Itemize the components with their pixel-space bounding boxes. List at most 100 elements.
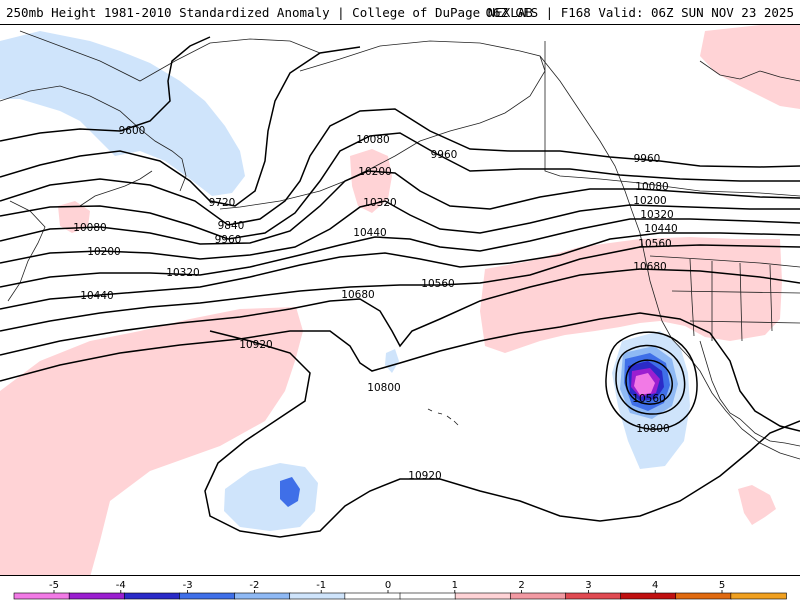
contour-label-10200-e: 10200 [633,195,666,207]
contour-label-9960-e: 9960 [634,153,661,165]
colorbar-bin [565,592,622,600]
border-us-states-1 [689,258,773,342]
colorbar-bin [179,592,236,600]
anomaly-neg-dateline-tip [385,349,399,373]
contour-label-9720: 9720 [209,197,236,209]
contour-label-10680-c: 10680 [341,289,374,301]
anomaly-pos-west-coast [480,237,782,353]
contour-10080 [0,170,800,245]
colorbar-tick-label: -3 [183,580,193,591]
contour-9600 [0,36,211,142]
colorbar-tick-label: -1 [316,580,326,591]
colorbar-tick-label: 3 [585,580,591,591]
colorbar-bin [123,592,181,600]
map-panel: 9600 9720 9840 9960 10080 10200 10320 10440 1008… [0,24,800,576]
contour-label-10680-e: 10680 [633,261,666,273]
border-us-states-2 [671,290,800,324]
contour-label-10440-c: 10440 [353,227,386,239]
colorbar-ticks: -5 -4 -3 -2 -1 0 1 2 3 4 5 [49,580,725,593]
colorbar-tick-label: 0 [385,580,391,591]
anomaly-neg-south [224,463,318,531]
contour-low-core [625,359,673,405]
model-run-info: 06Z GFS | F168 Valid: 06Z SUN NOV 23 202… [485,5,794,20]
contour-label-10560-e: 10560 [638,238,671,250]
colorbar-tick-label: -5 [49,580,59,591]
anomaly-pos-west-subtropics [0,307,303,575]
anomaly-neg-low-6 [634,373,655,395]
coast-japan [7,200,46,302]
colorbar-bin [620,592,677,600]
colorbar-tick-label: -2 [249,580,259,591]
anomaly-shading [0,25,800,575]
contour-label-9960-c: 9960 [431,149,458,161]
colorbar-bin [454,592,512,600]
contour-label-10920-w: 10920 [239,339,272,351]
contour-label-10560-low: 10560 [632,393,665,405]
contour-label-10080-w: 10080 [73,222,106,234]
contour-label-9600-w: 9600 [119,125,146,137]
colorbar-bin [13,592,70,600]
coast-canada-west [539,55,657,302]
anomaly-pos-japan [58,201,90,233]
colorbar-bin [344,592,401,600]
height-contours [0,36,800,538]
colorbar-tick-label: 5 [719,580,725,591]
coast-baja [699,340,741,420]
contour-9960 [0,132,800,240]
colorbar-bin [730,592,787,600]
coast-siberia-north [19,30,321,82]
colorbar-bin [509,592,567,600]
colorbar-bin [289,592,346,600]
contour-10920-west [204,330,800,538]
coast-us-west [655,300,800,460]
colorbar-bin [68,592,126,600]
contour-label-10440-w: 10440 [80,290,113,302]
coast-hudson [699,60,800,82]
contour-10320 [0,218,800,288]
contour-10440 [0,232,800,310]
coast-kamchatka [0,85,187,192]
contour-10680 [0,268,800,356]
contour-label-10320-e: 10320 [640,209,673,221]
contour-10560 [0,244,800,332]
coast-hawaii [427,408,459,426]
colorbar-bin [675,592,732,600]
coast-kurils [79,170,153,207]
contour-label-9840: 9840 [218,220,245,232]
contour-label-10080-e: 10080 [635,181,668,193]
contour-label-10800-c: 10800 [367,382,400,394]
contour-9840 [0,108,800,226]
contour-10800 [0,312,800,432]
colorbar-tick-label: -4 [116,580,126,591]
anomaly-neg-south-core [280,477,300,507]
contour-low-inner [615,344,686,415]
anomaly-pos-canada [700,25,800,109]
colorbar-tick-label: 2 [518,580,524,591]
colorbar-canvas: -5 -4 -3 -2 -1 0 1 2 3 4 5 [13,580,787,600]
contour-label-10440-e: 10440 [644,223,677,235]
map-canvas: 9600 9720 9840 9960 10080 10200 10320 10440 1008… [0,25,800,575]
contour-label-10320-c: 10320 [363,197,396,209]
coast-alaska [299,40,546,197]
contour-label-10080-c: 10080 [356,134,389,146]
anomaly-pos-north-pacific [350,149,392,213]
contour-label-10920-s: 10920 [408,470,441,482]
colorbar-tick-label: 4 [652,580,658,591]
contour-9720 [0,46,361,207]
contour-low-outer [605,331,698,430]
contour-labels: 9600 9720 9840 9960 10080 10200 10320 10440 1008… [73,125,677,482]
colorbar-bin [399,592,456,600]
map-header: 250mb Height 1981-2010 Standardized Anom… [0,0,800,24]
contour-label-10200-c: 10200 [358,166,391,178]
map-title: 250mb Height 1981-2010 Standardized Anom… [6,5,533,20]
anomaly-pos-mexico [738,485,776,525]
contour-label-9960-w: 9960 [215,234,242,246]
colorbar: -5 -4 -3 -2 -1 0 1 2 3 4 5 [0,576,800,600]
border-us-canada [649,255,800,268]
contour-label-10800-low: 10800 [636,423,669,435]
contour-label-10200-w: 10200 [87,246,120,258]
contour-label-10320-w: 10320 [166,267,199,279]
contour-10200 [0,200,800,264]
colorbar-bins [13,592,787,600]
colorbar-bin [234,592,291,600]
